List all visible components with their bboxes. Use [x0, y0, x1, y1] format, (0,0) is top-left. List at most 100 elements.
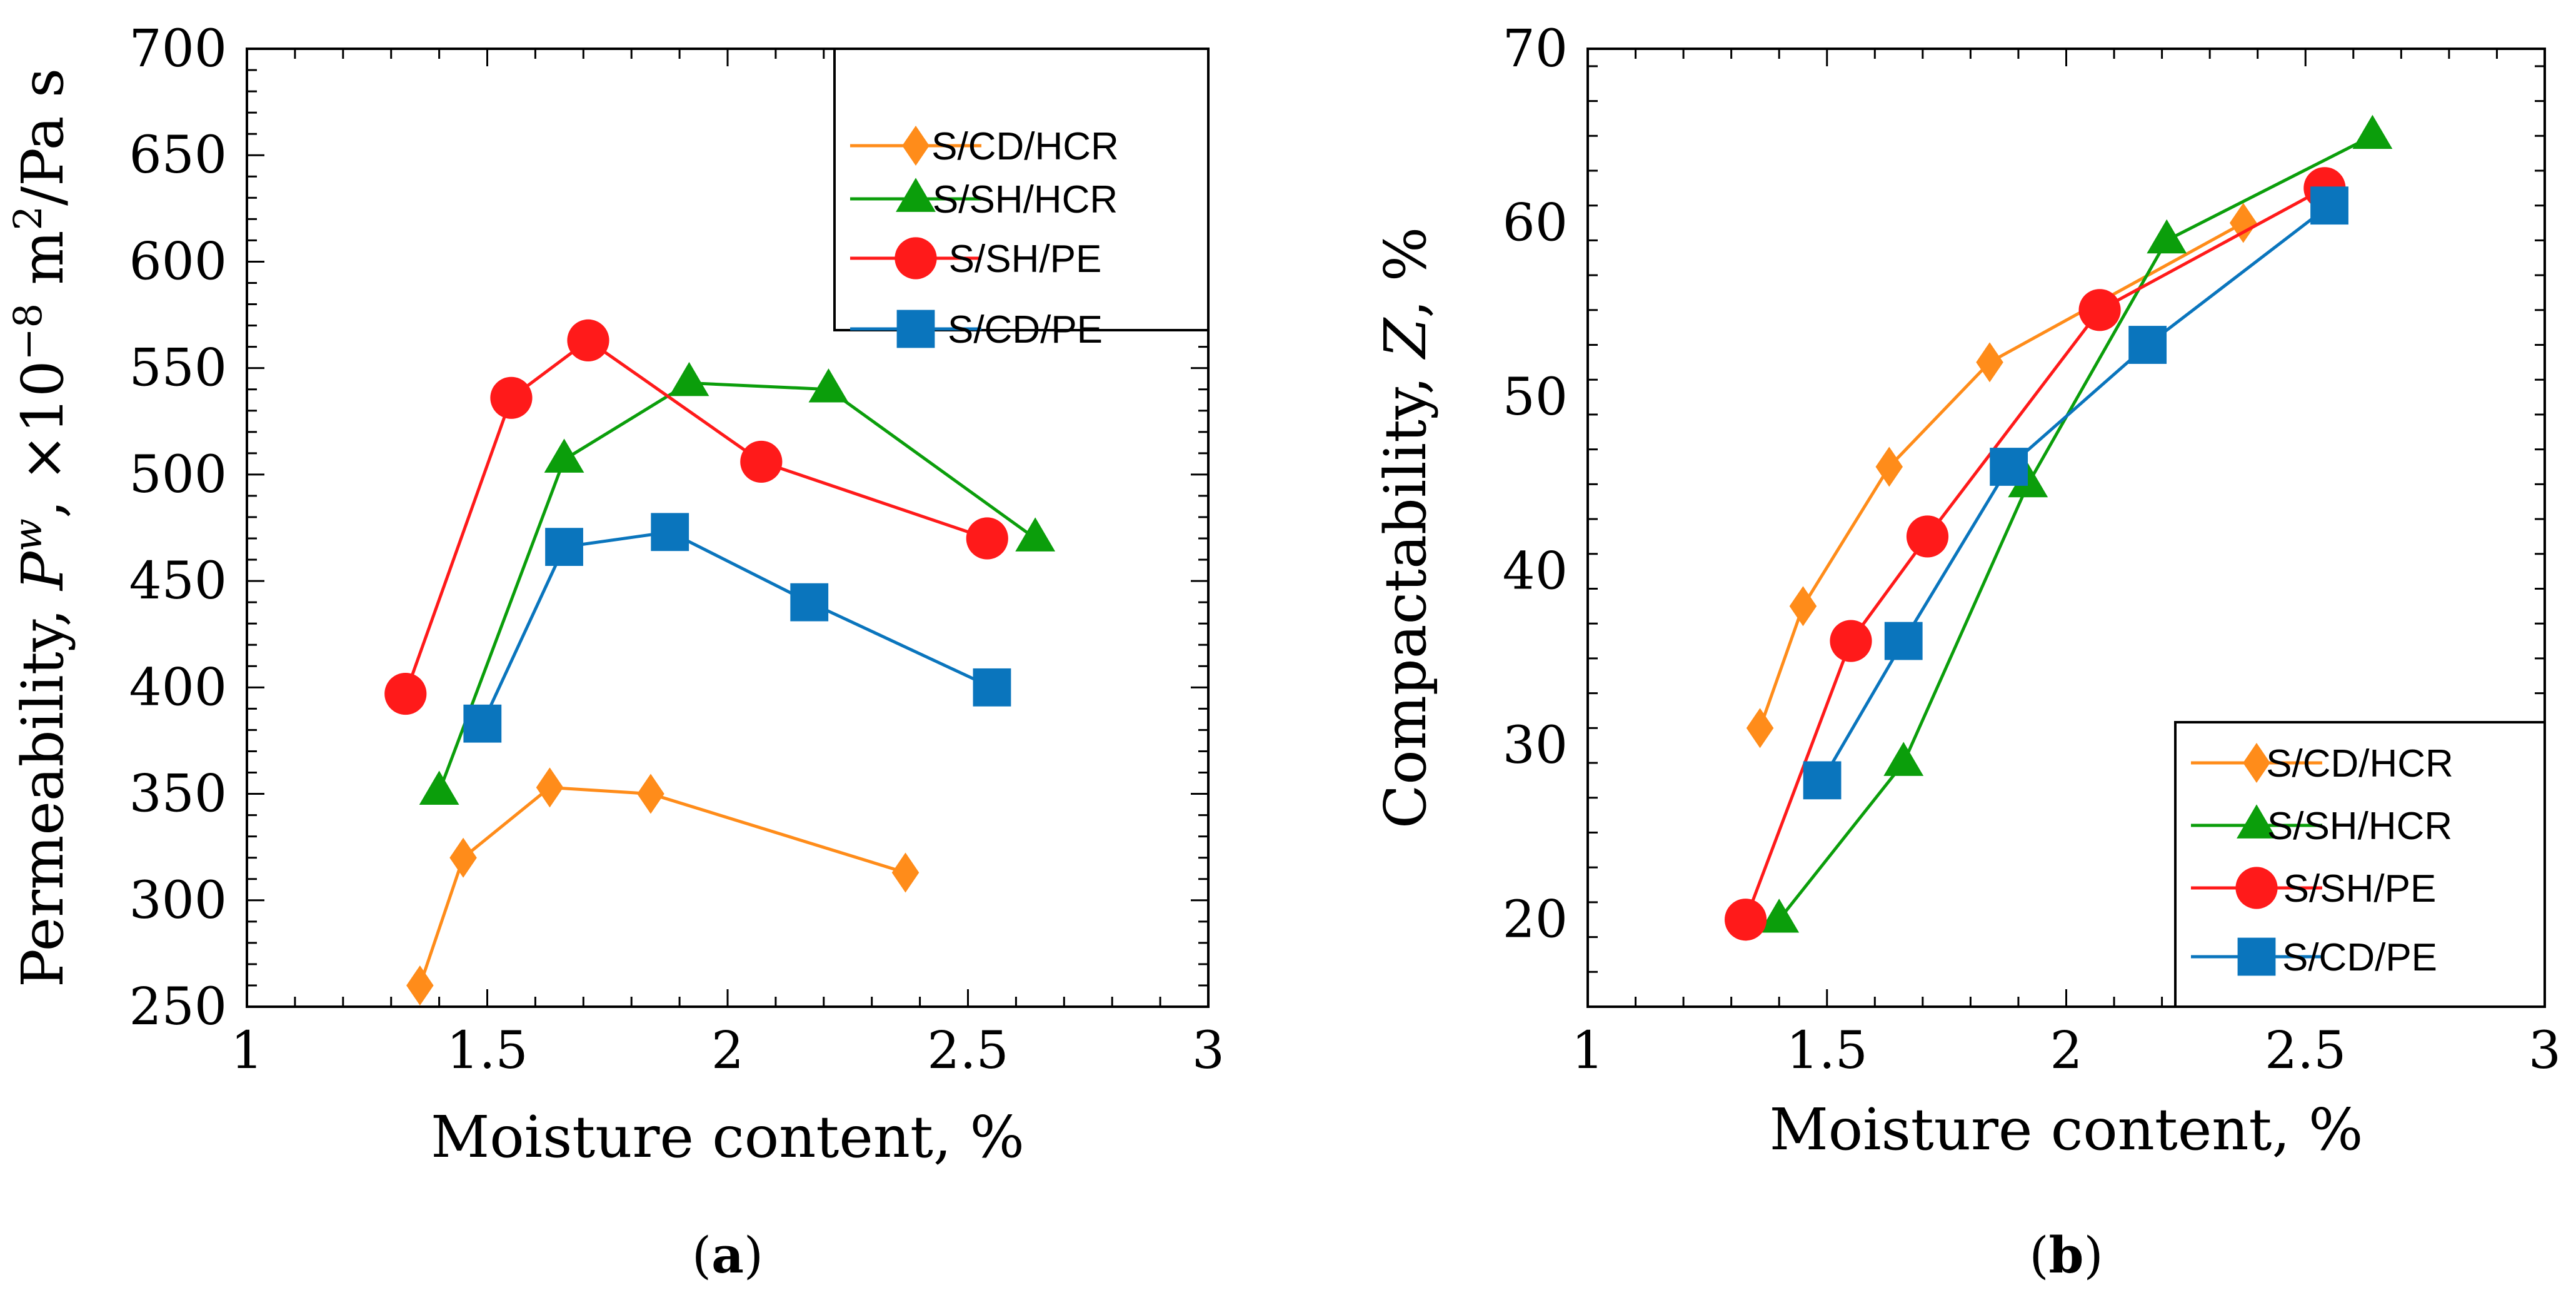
panel-label-letter: b — [2049, 1226, 2084, 1284]
y-label-text: , % — [1372, 227, 1439, 318]
series-s-cd-pe — [463, 513, 1011, 743]
legend-marker — [2237, 937, 2276, 976]
y-label-unit: m — [9, 230, 76, 303]
data-point — [384, 672, 427, 715]
y-tick-label: 600 — [129, 232, 227, 291]
legend: S/CD/HCR S/SH/HCR S/SH/PE S/CD/PE — [2174, 721, 2546, 1008]
panel-label-paren: ) — [2083, 1226, 2103, 1284]
x-tick-label: 3 — [1192, 1021, 1225, 1081]
x-tick-label: 1.5 — [1787, 1021, 1868, 1081]
series-s-sh-pe — [384, 319, 1008, 715]
y-tick-label: 250 — [129, 977, 227, 1037]
legend-box — [2174, 721, 2546, 1008]
x-tick-label: 1 — [1571, 1021, 1604, 1081]
y-tick-label: 700 — [129, 19, 227, 79]
data-point — [419, 770, 459, 805]
y-label-text: Compactability, — [1372, 358, 1439, 829]
y-tick-label: 30 — [1503, 716, 1568, 775]
series-line — [418, 785, 906, 986]
data-point — [740, 440, 783, 483]
y-label-superscript: 2 — [5, 206, 51, 230]
panel-label: (b) — [2029, 1226, 2103, 1284]
legend-marker — [896, 178, 936, 212]
x-tick-label: 2 — [2050, 1021, 2082, 1081]
x-axis-label: Moisture content, % — [1770, 1096, 2363, 1163]
series-s-sh-hcr — [1759, 114, 2393, 933]
y-axis-label: Permeability, Pw, ×10−8 m2/Pa s — [5, 68, 76, 987]
series-s-cd-hcr — [1746, 203, 2257, 748]
data-point — [891, 852, 920, 893]
data-point — [651, 513, 689, 552]
y-tick-label: 300 — [129, 871, 227, 930]
legend-marker — [902, 126, 930, 166]
x-tick-label: 3 — [2528, 1021, 2561, 1081]
legend-marker — [2237, 804, 2277, 839]
data-point — [1883, 742, 1924, 776]
data-point — [1759, 899, 1800, 933]
data-point — [973, 668, 1011, 707]
data-point — [1015, 517, 1056, 552]
panel-label: (a) — [692, 1226, 763, 1284]
y-axis-label: Compactability, Z, % — [1372, 227, 1439, 829]
data-point — [2147, 219, 2187, 254]
y-label-symbol: P — [9, 550, 76, 592]
x-tick-label: 2.5 — [927, 1021, 1008, 1081]
y-tick-label: 650 — [129, 126, 227, 185]
x-tick-label: 2.5 — [2265, 1021, 2346, 1081]
data-point — [2128, 326, 2167, 364]
y-label-symbol: Z — [1372, 317, 1439, 360]
data-point — [2352, 114, 2393, 149]
panel-label-letter: a — [711, 1226, 744, 1284]
data-point — [2078, 289, 2121, 331]
data-point — [463, 704, 502, 743]
y-tick-label: 40 — [1503, 542, 1568, 602]
data-point — [637, 773, 664, 814]
series-s-cd-hcr — [406, 767, 920, 1005]
data-point — [966, 517, 1008, 560]
y-tick-label: 500 — [129, 445, 227, 505]
legend-label: S/SH/HCR — [2267, 805, 2452, 848]
data-point — [1906, 515, 1949, 558]
y-label-superscript: w — [5, 518, 51, 552]
data-point — [406, 965, 434, 1005]
x-axis-label: Moisture content, % — [431, 1104, 1025, 1171]
y-tick-label: 450 — [129, 552, 227, 611]
legend-label: S/SH/PE — [2283, 867, 2437, 910]
panel-label-paren: ) — [744, 1226, 763, 1284]
legend-box — [833, 48, 1210, 331]
data-point — [449, 837, 477, 878]
data-point — [2310, 186, 2348, 225]
legend-marker — [2235, 867, 2278, 909]
legend: S/CD/HCR S/SH/HCR S/SH/PE S/CD/PE — [833, 48, 1210, 351]
y-tick-label: 350 — [129, 765, 227, 824]
y-tick-label: 70 — [1503, 19, 1568, 79]
y-label-unit: /Pa s — [9, 68, 76, 206]
y-tick-label: 400 — [129, 658, 227, 717]
y-tick-label: 550 — [129, 339, 227, 398]
series-s-sh-hcr — [419, 361, 1056, 805]
x-tick-label: 2 — [711, 1021, 744, 1081]
legend-label: S/SH/HCR — [933, 178, 1118, 221]
y-tick-label: 60 — [1503, 194, 1568, 253]
x-tick-label: 1 — [231, 1021, 263, 1081]
data-point — [790, 583, 829, 622]
y-tick-label: 50 — [1503, 368, 1568, 427]
legend-marker — [896, 310, 935, 348]
data-point — [2008, 463, 2048, 498]
legend-label: S/SH/PE — [949, 238, 1102, 281]
panel-label-paren: ( — [692, 1226, 711, 1284]
y-label-text: , ×10 — [9, 360, 76, 518]
data-point — [1990, 448, 2028, 486]
data-point — [545, 528, 583, 567]
legend-label: S/CD/PE — [948, 308, 1103, 351]
data-point — [1803, 761, 1842, 800]
y-label-exponent: −8 — [5, 303, 51, 360]
legend-label: S/CD/HCR — [931, 125, 1119, 168]
data-point — [669, 361, 709, 396]
data-point — [544, 438, 584, 473]
legend-marker — [895, 237, 937, 280]
data-point — [808, 368, 849, 403]
y-label-text: Permeability, — [9, 590, 76, 987]
data-point — [1725, 899, 1767, 941]
